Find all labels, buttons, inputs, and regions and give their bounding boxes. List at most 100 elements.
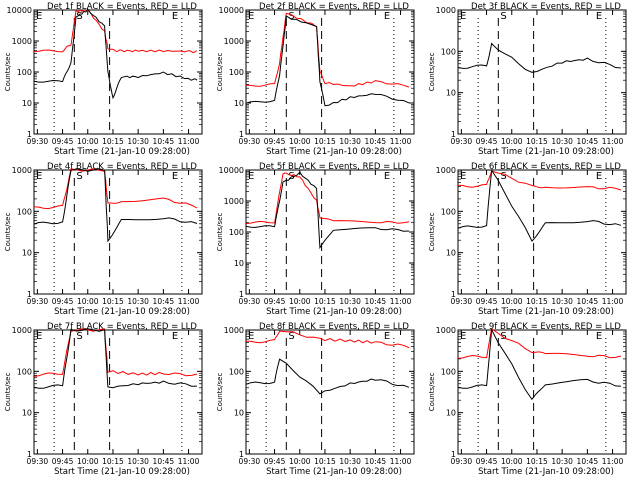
x-tick-label: 10:00: [77, 297, 99, 306]
series-lld-line: [246, 173, 409, 224]
x-tick-label: 09:30: [239, 297, 261, 306]
series-lld-line: [458, 171, 621, 190]
marker-letter: E: [248, 331, 254, 342]
x-tick-label: 09:45: [264, 297, 286, 306]
x-tick-label: 10:30: [551, 137, 573, 146]
series-events-line: [457, 327, 622, 401]
y-tick-label: 100: [229, 367, 244, 376]
x-tick-label: 10:45: [153, 137, 175, 146]
panel-det-2: Det 2f BLACK = Events, RED = LLD 1 10 100 10…: [216, 2, 415, 157]
panel-det-7: Det 7f BLACK = Events, RED = LLD 1 10 100 10…: [4, 322, 203, 477]
series-lld-line: [246, 331, 409, 348]
series-lld-line: [34, 169, 197, 209]
x-tick-label: 11:00: [390, 137, 412, 146]
y-axis-label: Counts/sec: [428, 213, 436, 252]
y-tick-label: 1000: [436, 326, 456, 335]
plot-frame: [457, 9, 627, 135]
y-tick-label: 100: [17, 367, 32, 376]
panel-det-5: Det 5f BLACK = Events, RED = LLD 1 10 100 10…: [216, 162, 415, 317]
marker-letter: E: [384, 331, 390, 342]
y-tick-label: 10000: [219, 166, 244, 175]
panel-title: Det 4f BLACK = Events, RED = LLD: [47, 162, 197, 172]
x-tick-label: 09:45: [264, 457, 286, 466]
x-tick-label: 10:15: [526, 297, 548, 306]
panel-title: Det 3f BLACK = Events, RED = LLD: [471, 2, 621, 12]
x-tick-label: 11:00: [178, 457, 200, 466]
marker-letter: E: [172, 331, 178, 342]
y-tick-label: 1: [239, 130, 244, 139]
x-tick-label: 10:45: [577, 457, 599, 466]
plot-frame: [457, 169, 627, 295]
marker-letter: S: [288, 331, 294, 342]
x-tick-label: 10:30: [339, 457, 361, 466]
x-tick-label: 10:15: [102, 457, 124, 466]
y-tick-label: 1000: [12, 166, 32, 175]
y-tick-label: 100: [17, 68, 32, 77]
y-tick-label: 1: [27, 290, 32, 299]
marker-letter: E: [36, 331, 42, 342]
series-events-line: [33, 328, 198, 389]
panel-det-6: Det 6f BLACK = Events, RED = LLD 1 10 100 10…: [428, 162, 627, 317]
x-tick-label: 10:00: [289, 457, 311, 466]
plot-frame: [457, 329, 627, 455]
marker-letter: S: [76, 11, 82, 22]
panel-title: Det 2f BLACK = Events, RED = LLD: [259, 2, 409, 12]
x-tick-label: 09:45: [476, 457, 498, 466]
marker-letter: E: [384, 11, 390, 22]
marker-letter: E: [36, 171, 42, 182]
x-axis-label: Start Time (21-Jan-10 09:28:00): [478, 307, 614, 317]
marker-letter: S: [500, 11, 506, 22]
y-tick-label: 100: [441, 47, 456, 56]
x-tick-label: 10:00: [289, 297, 311, 306]
y-axis-label: Counts/sec: [216, 213, 224, 252]
marker-letter: E: [172, 11, 178, 22]
marker-letter: E: [460, 171, 466, 182]
x-tick-label: 10:15: [314, 137, 336, 146]
x-tick-label: 10:45: [365, 137, 387, 146]
y-tick-label: 10000: [7, 6, 32, 15]
x-tick-label: 09:30: [27, 297, 49, 306]
x-tick-label: 10:15: [314, 457, 336, 466]
x-tick-label: 09:30: [239, 457, 261, 466]
y-tick-label: 1: [451, 130, 456, 139]
x-axis-label: Start Time (21-Jan-10 09:28:00): [478, 467, 614, 477]
y-tick-label: 1: [451, 450, 456, 459]
x-tick-label: 11:00: [602, 137, 624, 146]
panel-title: Det 9f BLACK = Events, RED = LLD: [471, 322, 621, 332]
y-axis-label: Counts/sec: [4, 213, 12, 252]
x-tick-label: 10:15: [102, 137, 124, 146]
x-tick-label: 10:30: [339, 137, 361, 146]
marker-letter: E: [596, 331, 602, 342]
x-tick-label: 10:00: [289, 137, 311, 146]
y-tick-label: 1: [239, 290, 244, 299]
y-tick-label: 10: [22, 99, 32, 108]
marker-letter: S: [500, 331, 506, 342]
x-tick-label: 10:30: [339, 297, 361, 306]
y-axis-label: Counts/sec: [428, 373, 436, 412]
y-tick-label: 100: [441, 207, 456, 216]
x-tick-label: 10:15: [526, 457, 548, 466]
plot-frame: [245, 9, 415, 135]
x-axis-label: Start Time (21-Jan-10 09:28:00): [54, 307, 190, 317]
x-tick-label: 11:00: [602, 297, 624, 306]
y-tick-label: 100: [229, 68, 244, 77]
series-lld-line: [246, 13, 409, 87]
x-tick-label: 10:30: [127, 297, 149, 306]
y-tick-label: 1: [27, 130, 32, 139]
x-tick-label: 10:45: [153, 457, 175, 466]
marker-letter: E: [248, 11, 254, 22]
x-tick-label: 10:45: [577, 137, 599, 146]
y-axis-label: Counts/sec: [4, 53, 12, 92]
marker-letter: E: [460, 11, 466, 22]
x-tick-label: 10:45: [153, 297, 175, 306]
x-tick-label: 10:30: [551, 297, 573, 306]
series-lld-line: [34, 10, 197, 52]
marker-letter: E: [384, 171, 390, 182]
x-tick-label: 10:30: [127, 457, 149, 466]
series-events-line: [33, 8, 198, 100]
series-events-line: [457, 42, 622, 73]
x-tick-label: 11:00: [602, 457, 624, 466]
marker-letter: E: [36, 11, 42, 22]
x-tick-label: 09:45: [52, 297, 74, 306]
